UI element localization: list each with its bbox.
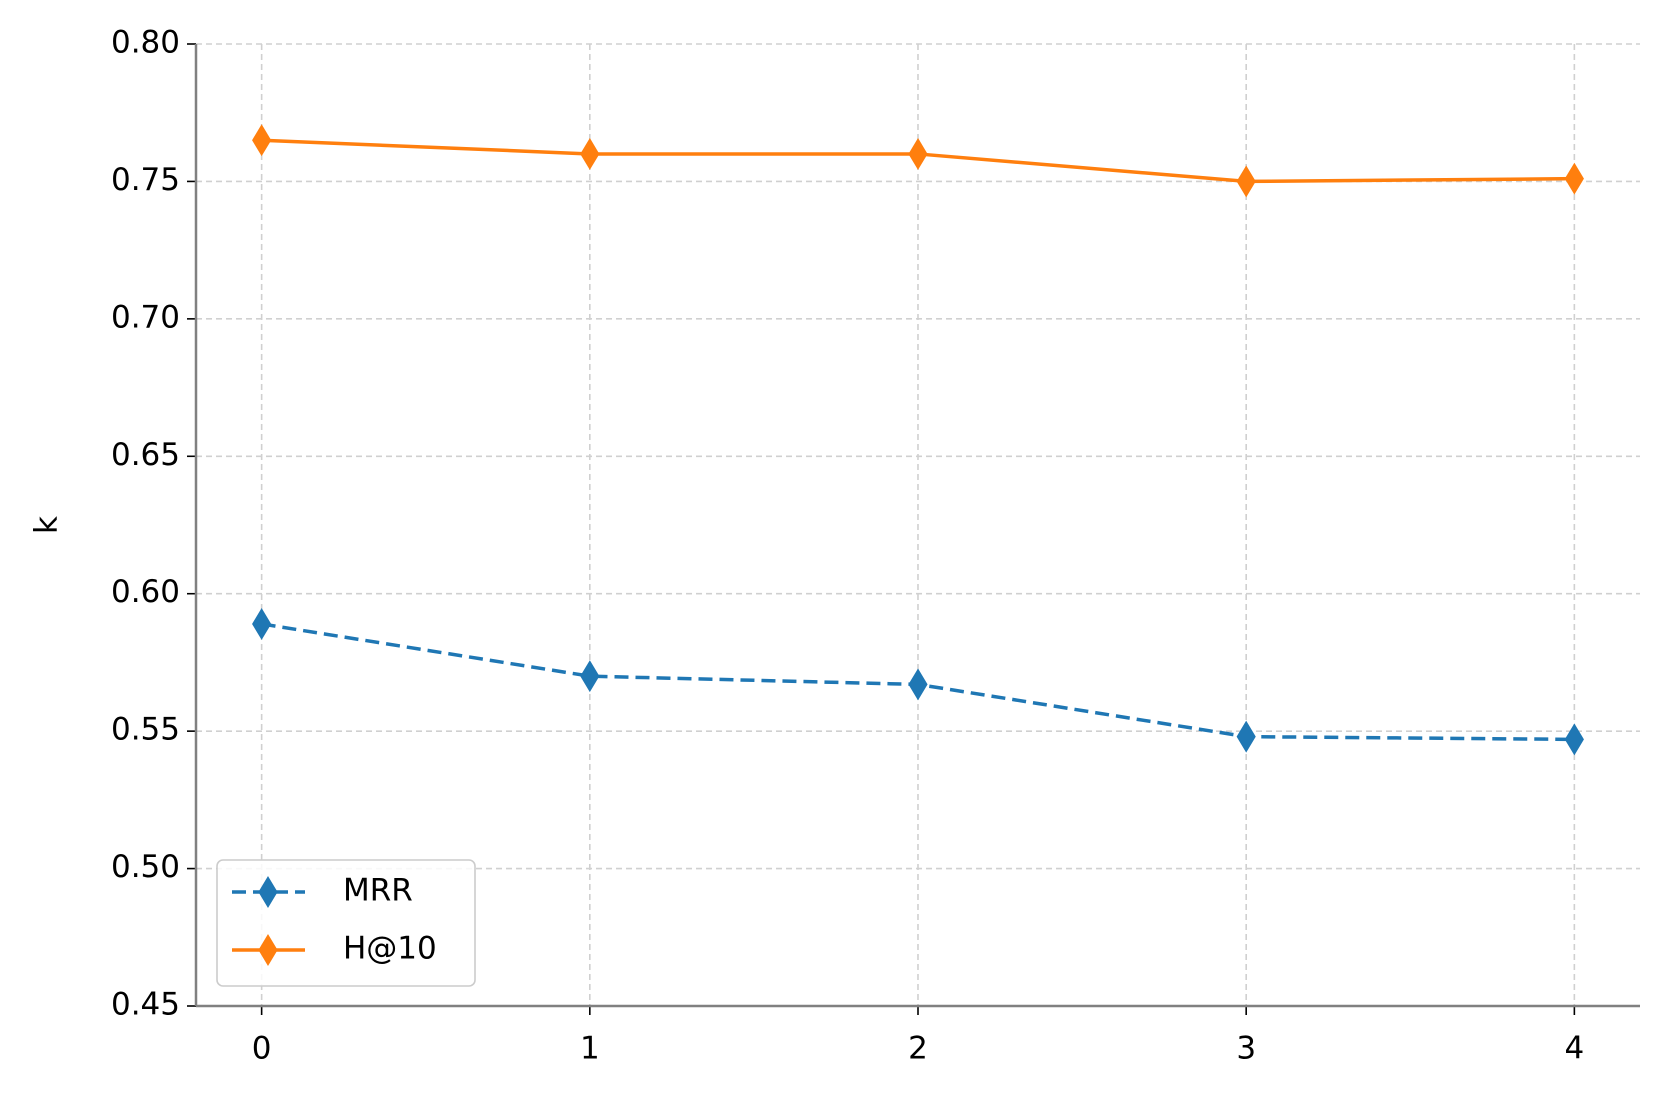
data-point [580, 137, 600, 170]
y-tick-label: 0.80 [111, 25, 180, 61]
data-point [580, 660, 600, 693]
data-point [1564, 162, 1584, 195]
data-point [1236, 720, 1256, 753]
x-tick-label: 3 [1236, 1031, 1256, 1067]
legend-marker [258, 934, 278, 966]
data-point [252, 607, 272, 640]
y-tick-label: 0.45 [111, 987, 180, 1023]
x-tick-label: 2 [908, 1031, 928, 1067]
legend-marker [258, 876, 278, 908]
data-point [908, 668, 928, 701]
x-tick-label: 4 [1564, 1031, 1584, 1067]
y-axis-label: k [29, 516, 65, 534]
legend-label: H@10 [343, 931, 437, 967]
legend-label: MRR [343, 873, 413, 909]
y-tick-label: 0.65 [111, 437, 180, 473]
data-point [908, 137, 928, 170]
y-tick-label: 0.50 [111, 849, 180, 885]
data-point [1236, 165, 1256, 198]
x-tick-label: 1 [580, 1031, 600, 1067]
x-tick-label: 0 [252, 1031, 272, 1067]
y-tick-label: 0.70 [111, 299, 180, 335]
y-tick-label: 0.60 [111, 574, 180, 610]
y-tick-label: 0.55 [111, 712, 180, 748]
data-point [1564, 723, 1584, 756]
y-tick-label: 0.75 [111, 162, 180, 198]
data-point [252, 124, 272, 157]
